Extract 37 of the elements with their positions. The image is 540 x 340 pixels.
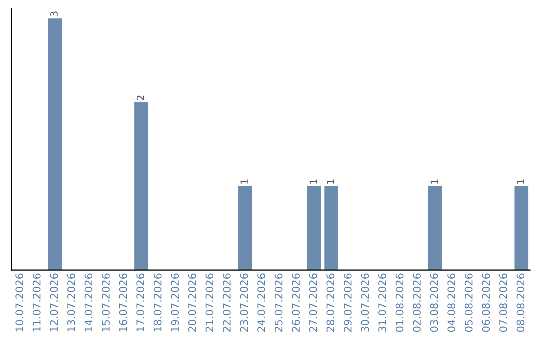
x-tick-label: 25.07.2026 (274, 274, 283, 332)
data-label: 1 (327, 180, 334, 184)
x-tick-label: 11.07.2026 (32, 274, 41, 332)
x-tick-label: 15.07.2026 (102, 274, 110, 332)
x-tick-label: 31.07.2026 (378, 274, 386, 332)
x-tick-label: 27.07.2026 (309, 274, 318, 332)
x-tick-label: 06.08.2026 (482, 274, 490, 332)
x-tick-label: 24.07.2026 (258, 274, 266, 332)
x-tick-label: 05.08.2026 (464, 274, 473, 332)
x-tick-label: 21.07.2026 (206, 274, 214, 332)
data-label: 1 (240, 180, 248, 184)
x-tick-label: 28.07.2026 (326, 274, 335, 332)
x-tick-label: 17.07.2026 (136, 274, 144, 332)
x-tick-label: 04.08.2026 (448, 274, 456, 332)
data-label: 1 (310, 180, 317, 184)
x-tick-label: 19.07.2026 (171, 274, 180, 332)
x-tick-label: 08.08.2026 (516, 274, 525, 332)
data-label: 3 (50, 12, 58, 16)
data-label: 2 (136, 96, 144, 100)
x-tick-label: 01.08.2026 (396, 274, 404, 332)
x-tick-label: 16.07.2026 (119, 274, 128, 332)
x-tick-label: 30.07.2026 (361, 274, 370, 332)
x-tick-label: 13.07.2026 (68, 274, 76, 332)
x-tick-label: 10.07.2026 (16, 274, 24, 332)
x-tick-label: 14.07.2026 (84, 274, 93, 332)
x-tick-label: 29.07.2026 (344, 274, 352, 332)
x-tick-label: 12.07.2026 (50, 274, 58, 332)
x-tick-label: 07.08.2026 (500, 274, 508, 332)
x-tick-label: 02.08.2026 (413, 274, 421, 332)
x-tick-label: 18.07.2026 (154, 274, 162, 332)
data-label: 1 (517, 180, 524, 184)
x-tick-label: 03.08.2026 (430, 274, 438, 332)
x-tick-label: 26.07.2026 (292, 274, 300, 332)
x-tick-label: 23.07.2026 (240, 274, 248, 332)
data-label: 1 (430, 180, 438, 184)
x-tick-label: 20.07.2026 (188, 274, 196, 332)
x-tick-label: 22.07.2026 (223, 274, 231, 332)
